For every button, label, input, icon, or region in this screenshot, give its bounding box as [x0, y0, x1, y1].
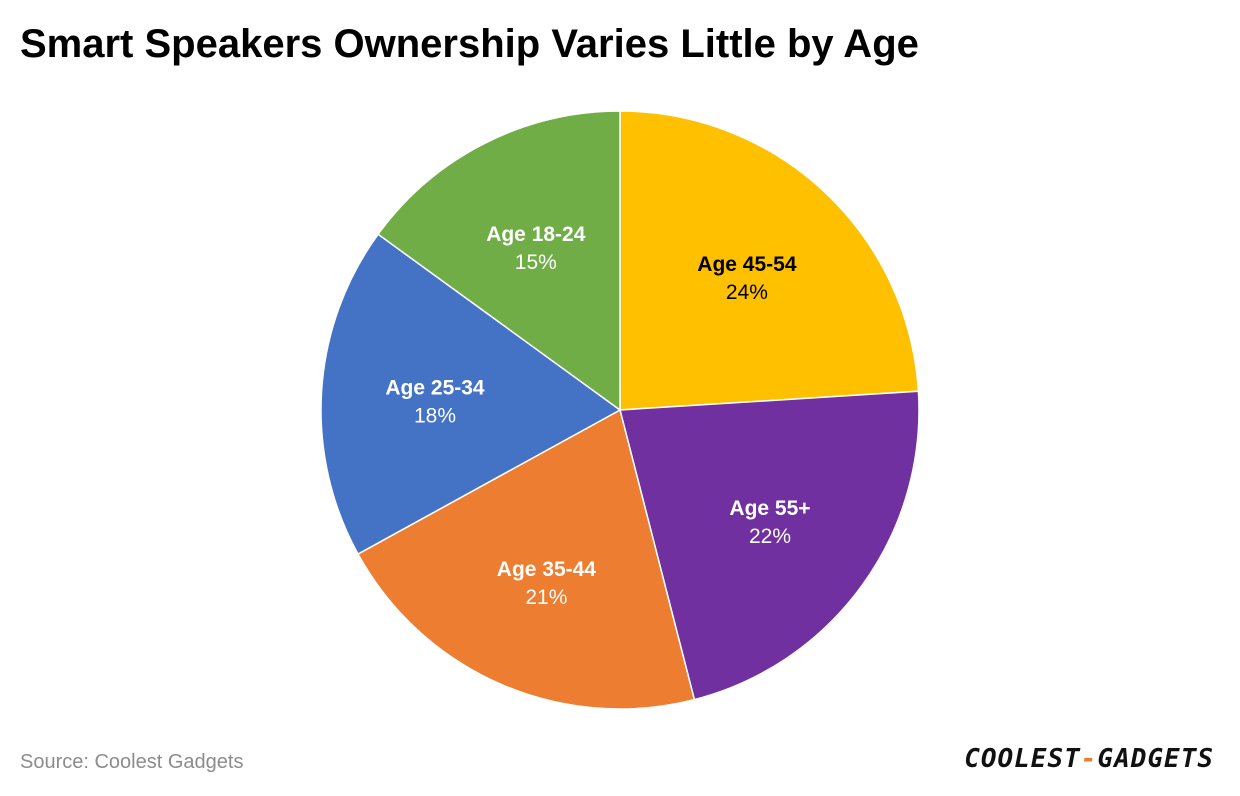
- pie-slice-age-18-24: [377, 110, 621, 412]
- slice-value-label: 24%: [726, 281, 768, 304]
- pie-slices: [320, 110, 920, 710]
- slice-label: Age 18-24: [486, 223, 586, 246]
- slice-value-label: 18%: [414, 404, 456, 427]
- pie-slice-age-25-34: [320, 233, 622, 556]
- slice-value-label: 15%: [515, 251, 557, 274]
- chart-title: Smart Speakers Ownership Varies Little b…: [20, 22, 919, 66]
- pie-labels: Age 45-54 24% Age 55+ 22% Age 35-44 21% Age 25…: [385, 223, 810, 609]
- pie-slice-age-45-54: [619, 110, 920, 411]
- slice-value-label: 22%: [749, 525, 791, 548]
- slice-label: Age 25-34: [385, 376, 485, 399]
- coolest-gadgets-logo: COOLEST-GADGETS: [964, 744, 1214, 774]
- logo-text-right: GADGETS: [1097, 744, 1214, 774]
- slice-label: Age 35-44: [497, 558, 597, 581]
- logo-text-left: COOLEST: [964, 744, 1081, 774]
- pie-slice-age-35-44: [356, 408, 696, 710]
- pie-slice-age-55: [619, 390, 920, 701]
- slice-label: Age 55+: [729, 497, 810, 520]
- logo-dash: -: [1080, 744, 1098, 774]
- source-note: Source: Coolest Gadgets: [20, 751, 244, 773]
- slice-value-label: 21%: [525, 586, 567, 609]
- slice-label: Age 45-54: [697, 253, 797, 276]
